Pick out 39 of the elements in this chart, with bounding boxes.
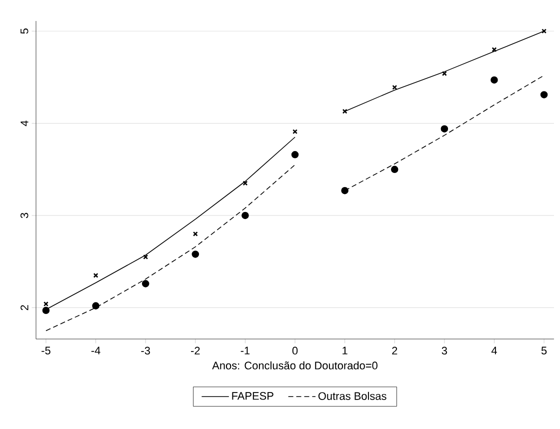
x-tick-label: -5	[42, 346, 50, 354]
y-tick-label: 3	[20, 212, 28, 218]
point	[242, 180, 248, 186]
x-tick-label: 2	[392, 346, 398, 354]
legend-label: FAPESP	[232, 392, 274, 400]
point	[392, 84, 398, 90]
x-tick-label: -4	[91, 346, 100, 354]
point	[291, 151, 299, 158]
point	[192, 231, 198, 236]
point	[341, 186, 348, 194]
point	[93, 272, 98, 278]
point	[492, 47, 497, 52]
y-tick-label: 4	[20, 120, 28, 126]
point	[43, 301, 48, 306]
x-tick-label: 1	[342, 346, 348, 354]
point	[192, 250, 200, 258]
x-tick-label: 5	[541, 346, 547, 354]
x-tick-label: 0	[292, 346, 298, 355]
y-tick-label: 2	[20, 305, 28, 310]
y-tick-label: 5	[20, 28, 28, 34]
x-axis-title: Anos: Conclusão do Doutorado=0	[212, 361, 378, 370]
x-tick-label: -2	[191, 346, 200, 354]
point	[142, 280, 150, 288]
x-tick-label: -1	[240, 346, 250, 354]
point	[143, 254, 148, 260]
legend-label: Outras Bolsas	[318, 392, 386, 400]
point	[242, 212, 249, 220]
x-tick-label: -3	[141, 346, 150, 355]
point	[442, 71, 447, 76]
point	[490, 76, 498, 84]
x-tick-label: 4	[491, 346, 497, 354]
line-series	[344, 30, 544, 112]
point	[92, 302, 100, 310]
x-tick-label: 3	[442, 346, 447, 355]
point	[440, 125, 448, 132]
point	[390, 166, 398, 174]
line-series	[46, 164, 296, 332]
point	[292, 129, 298, 134]
point	[42, 306, 50, 314]
